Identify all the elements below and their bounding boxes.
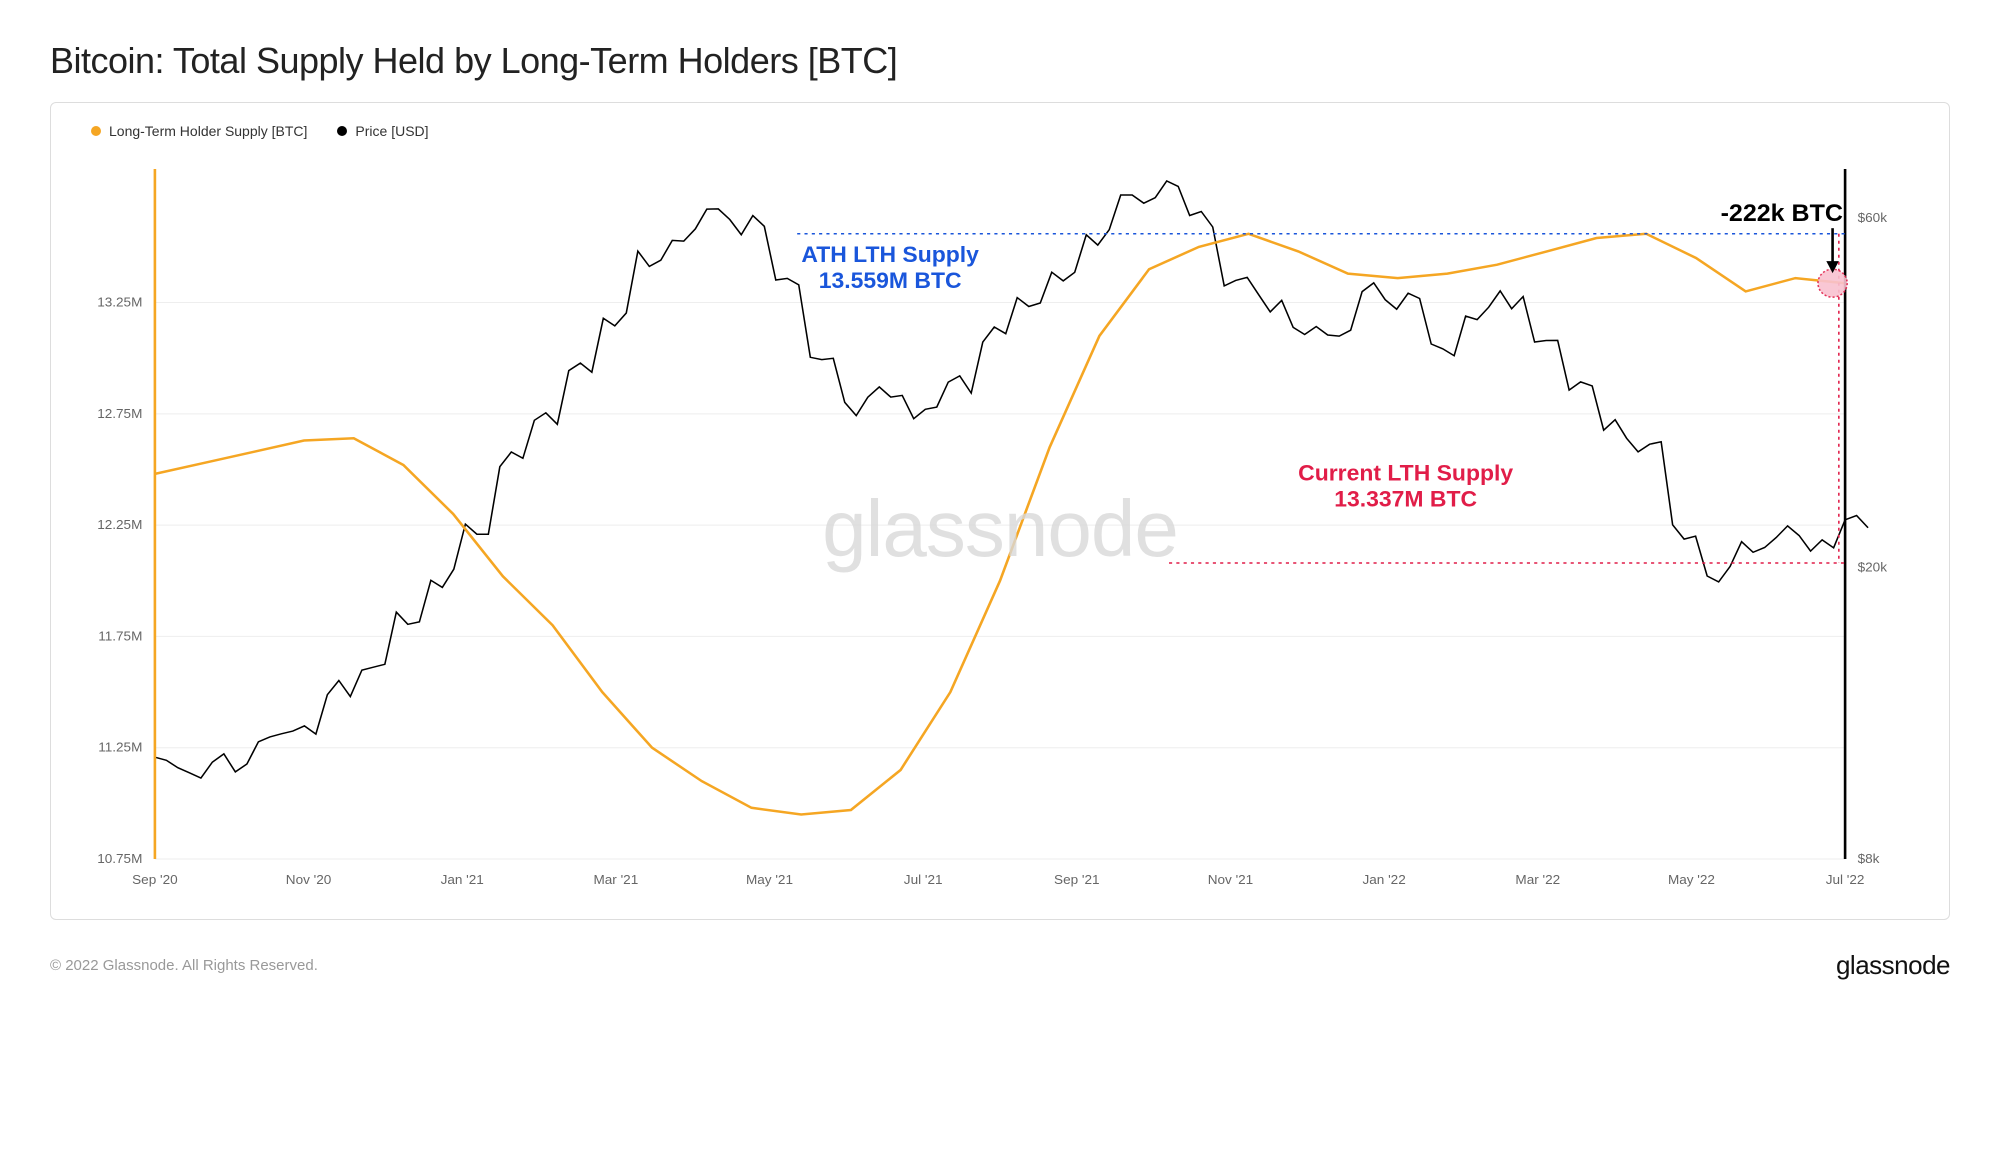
svg-text:12.25M: 12.25M <box>97 517 142 532</box>
svg-text:Sep '20: Sep '20 <box>132 872 178 887</box>
footer: © 2022 Glassnode. All Rights Reserved. g… <box>50 950 1950 981</box>
svg-text:-222k BTC: -222k BTC <box>1721 201 1844 227</box>
legend-label-price: Price [USD] <box>355 123 428 139</box>
chart-title: Bitcoin: Total Supply Held by Long-Term … <box>50 40 1950 82</box>
legend-label-supply: Long-Term Holder Supply [BTC] <box>109 123 307 139</box>
svg-text:Mar '21: Mar '21 <box>593 872 638 887</box>
legend-item-supply: Long-Term Holder Supply [BTC] <box>91 123 307 139</box>
svg-text:$8k: $8k <box>1858 851 1880 866</box>
svg-text:12.75M: 12.75M <box>97 406 142 421</box>
svg-text:Jan '21: Jan '21 <box>441 872 484 887</box>
plot-area: glassnode 10.75M11.25M11.75M12.25M12.75M… <box>61 149 1939 909</box>
svg-text:13.337M BTC: 13.337M BTC <box>1334 487 1477 511</box>
svg-text:11.25M: 11.25M <box>98 740 142 755</box>
svg-text:10.75M: 10.75M <box>97 851 142 866</box>
svg-text:11.75M: 11.75M <box>98 629 142 644</box>
brand-logo: glassnode <box>1836 950 1950 981</box>
legend: Long-Term Holder Supply [BTC] Price [USD… <box>61 123 1939 139</box>
svg-text:May '22: May '22 <box>1668 872 1715 887</box>
svg-text:Nov '21: Nov '21 <box>1208 872 1254 887</box>
svg-text:13.25M: 13.25M <box>97 295 142 310</box>
legend-dot-price <box>337 126 347 136</box>
svg-text:Jul '22: Jul '22 <box>1826 872 1865 887</box>
copyright: © 2022 Glassnode. All Rights Reserved. <box>50 957 318 974</box>
svg-text:May '21: May '21 <box>746 872 793 887</box>
legend-dot-supply <box>91 126 101 136</box>
chart-frame: Long-Term Holder Supply [BTC] Price [USD… <box>50 102 1950 920</box>
svg-text:Sep '21: Sep '21 <box>1054 872 1100 887</box>
svg-text:Current LTH Supply: Current LTH Supply <box>1298 461 1513 485</box>
svg-text:$20k: $20k <box>1858 560 1888 575</box>
svg-text:ATH LTH Supply: ATH LTH Supply <box>801 242 979 266</box>
svg-text:Mar '22: Mar '22 <box>1515 872 1560 887</box>
legend-item-price: Price [USD] <box>337 123 428 139</box>
svg-text:13.559M BTC: 13.559M BTC <box>819 268 962 292</box>
chart-svg: 10.75M 11.25M 11.75M 12.25M 12.75M 13.25M $8k $… <box>61 149 1939 909</box>
svg-text:Jul '21: Jul '21 <box>904 872 943 887</box>
svg-text:Jan '22: Jan '22 <box>1363 872 1406 887</box>
svg-text:Nov '20: Nov '20 <box>286 872 332 887</box>
svg-text:$60k: $60k <box>1858 210 1888 225</box>
